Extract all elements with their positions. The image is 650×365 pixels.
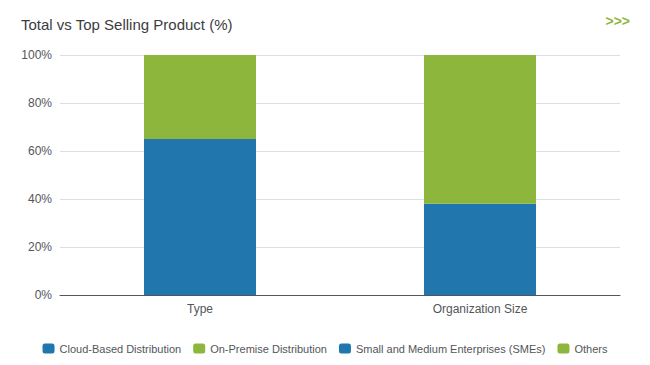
svg-text:Organization Size: Organization Size [433,302,528,316]
svg-text:Type: Type [187,302,213,316]
svg-text:40%: 40% [28,192,52,206]
svg-text:80%: 80% [28,96,52,110]
svg-text:Small and Medium Enterprises (: Small and Medium Enterprises (SMEs) [356,343,546,355]
svg-text:Total vs Top Selling Product (: Total vs Top Selling Product (%) [21,16,233,33]
svg-text:20%: 20% [28,240,52,254]
svg-text:60%: 60% [28,144,52,158]
svg-text:Cloud-Based Distribution: Cloud-Based Distribution [60,343,182,355]
svg-text:On-Premise Distribution: On-Premise Distribution [210,343,327,355]
svg-text:Others: Others [574,343,608,355]
svg-text:>>>: >>> [605,13,630,29]
svg-text:0%: 0% [35,288,53,302]
svg-text:100%: 100% [21,48,52,62]
